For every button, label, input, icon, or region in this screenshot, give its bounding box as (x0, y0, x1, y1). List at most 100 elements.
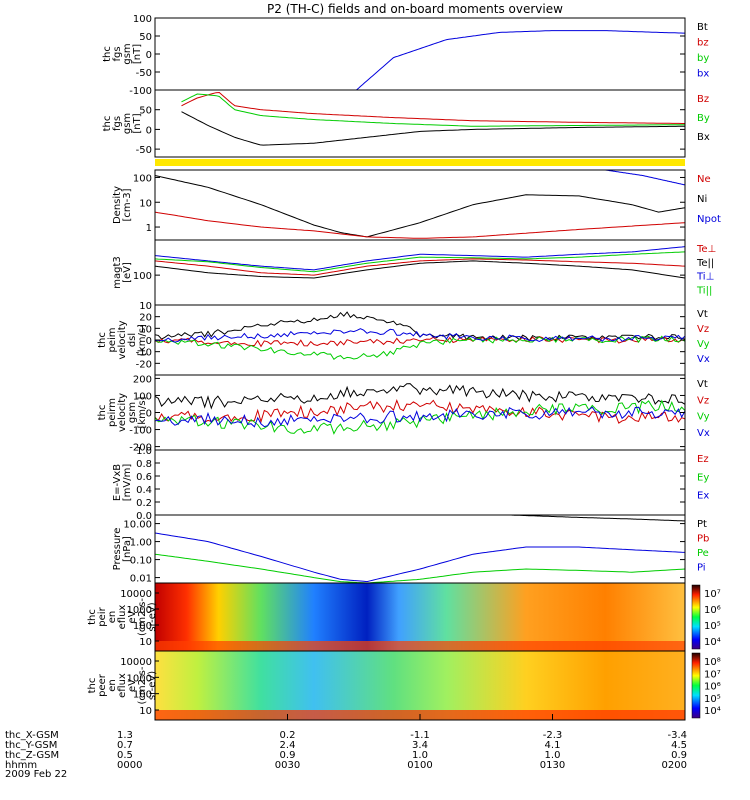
axis-row-value: 0100 (407, 760, 432, 771)
series-Vx-line (154, 406, 686, 428)
y-axis-label: sr-eV) (147, 602, 158, 631)
axis-row-value: 1.0 (545, 750, 561, 761)
panel-frame (154, 17, 686, 91)
series-Vz-line (154, 336, 686, 348)
y-axis-label: sr-eV) (147, 671, 158, 700)
axis-row-value: 0200 (662, 760, 687, 771)
y-tick-label: -100 (129, 86, 152, 97)
spectrogram (155, 651, 685, 720)
y-tick-label: 0.10 (130, 556, 152, 567)
y-axis-label: thc (87, 609, 98, 625)
y-axis-label: peim (107, 327, 118, 352)
panel-2: 50 0 -50 Bz By Bx thc fgs gsm [nT] (102, 89, 710, 158)
y-tick-label: 1000 (127, 605, 152, 616)
legend-entry: By (697, 113, 710, 124)
legend-entry: Vy (697, 412, 710, 423)
axis-row-label: thc_Y-GSM (5, 740, 57, 751)
y-axis-label: eflux (117, 605, 128, 630)
y-tick-label: 10 (139, 301, 152, 312)
colorbar-tick: 10⁴ (704, 706, 721, 717)
y-tick-label: 1.00 (130, 538, 152, 549)
panel-9: 10⁷ 10⁶ 10⁵ 10⁴ 10000 1000 100 10 thc peir en eflux… (87, 582, 721, 652)
y-axis-label: peer (97, 673, 108, 697)
y-axis-label: en (107, 611, 118, 624)
y-tick-label: 20 (139, 313, 152, 324)
axis-row-label: hhmm (5, 760, 37, 771)
panel-7: 1.0 0.8 0.6 0.4 0.2 0.0 Ez Ey Ex E=-VxB [mV/m] (112, 446, 709, 522)
y-tick-label: 1.0 (136, 446, 152, 457)
y-axis-label: Density (112, 186, 123, 224)
y-axis-label: E=-VxB (112, 464, 123, 501)
panel-6: 200 100 0 -100 -200 Vt Vz Vy Vx thc peirm velocity g… (97, 374, 710, 453)
y-tick-label: 0.8 (136, 459, 152, 470)
y-axis-label: thc (102, 46, 113, 62)
y-tick-label: 1000 (127, 673, 152, 684)
y-axis-label: (cm2-s- (137, 598, 148, 636)
y-tick-label: 0.2 (136, 498, 152, 509)
axis-row-value: 0.5 (117, 750, 133, 761)
legend-entry: Ex (697, 491, 709, 502)
spectrogram-low-band (155, 641, 685, 651)
y-tick-label: 10 (139, 637, 152, 648)
legend-entry: by (697, 53, 709, 64)
colorbar-tick: 10⁵ (704, 621, 721, 632)
axis-row-value: 0.2 (280, 730, 296, 741)
legend-entry: Te|| (696, 258, 714, 269)
y-tick-label: 100 (133, 173, 152, 184)
series-Bz-line (181, 91, 685, 124)
series-By-line (181, 93, 685, 127)
panel-frame (154, 169, 686, 241)
y-axis-label: thc (97, 405, 108, 421)
y-axis-label: gsm (127, 402, 138, 423)
legend-entry: Ez (697, 454, 709, 465)
series-Pe-line (154, 553, 686, 584)
legend-entry: Npot (697, 214, 721, 225)
y-axis-label: fgs (112, 46, 123, 61)
y-axis-label: velocity (117, 320, 128, 359)
y-axis-label: thc (87, 678, 98, 694)
legend-entry: Pb (697, 534, 709, 545)
y-tick-label: 50 (139, 106, 152, 117)
axis-row-value: 2.4 (280, 740, 296, 751)
y-axis-label: [eV] (122, 262, 133, 283)
axis-row-value: -3.4 (667, 730, 687, 741)
y-tick-label: -50 (136, 145, 152, 156)
y-tick-label: -100 (129, 426, 152, 437)
y-tick-label: 0 (146, 409, 152, 420)
colorbar-tick: 10⁵ (704, 694, 721, 705)
chart-title: P2 (TH-C) fields and on-board moments ov… (267, 2, 563, 16)
y-tick-label: 0.4 (136, 485, 152, 496)
series-Ni-line (154, 175, 686, 238)
panel-frame (154, 449, 686, 516)
axis-row-label: thc_X-GSM (5, 730, 59, 741)
legend-entry: Bx (697, 132, 710, 143)
legend-entry: Vt (697, 379, 708, 390)
axis-row-value: 4.1 (545, 740, 561, 751)
series-Vy-line (154, 335, 686, 361)
legend-entry: Te⊥ (696, 244, 716, 255)
colorbar-tick: 10⁷ (704, 589, 721, 600)
status-bar (155, 159, 685, 166)
legend-entry: Ne (697, 174, 711, 185)
series-Npot-line (605, 169, 686, 186)
legend-entry: Vz (697, 395, 709, 406)
y-tick-label: 10 (139, 198, 152, 209)
series-Te⊥-line (154, 258, 686, 276)
y-tick-label: 0.6 (136, 472, 152, 483)
y-axis-label: eflux (117, 673, 128, 698)
series-Ne-line (154, 211, 686, 239)
axis-row-label: thc_Z-GSM (5, 750, 59, 761)
axis-row-value: 3.4 (412, 740, 428, 751)
axis-row-value: 0.9 (280, 750, 296, 761)
legend-entry: Vx (697, 354, 710, 365)
y-axis-label: [nT] (132, 44, 143, 64)
y-tick-label: 1 (146, 223, 152, 234)
y-tick-label: 10000 (120, 657, 152, 668)
y-tick-label: 100 (133, 621, 152, 632)
y-tick-label: 100 (133, 271, 152, 282)
y-tick-label: 0 (146, 336, 152, 347)
legend-entry: Ti|| (696, 285, 712, 296)
